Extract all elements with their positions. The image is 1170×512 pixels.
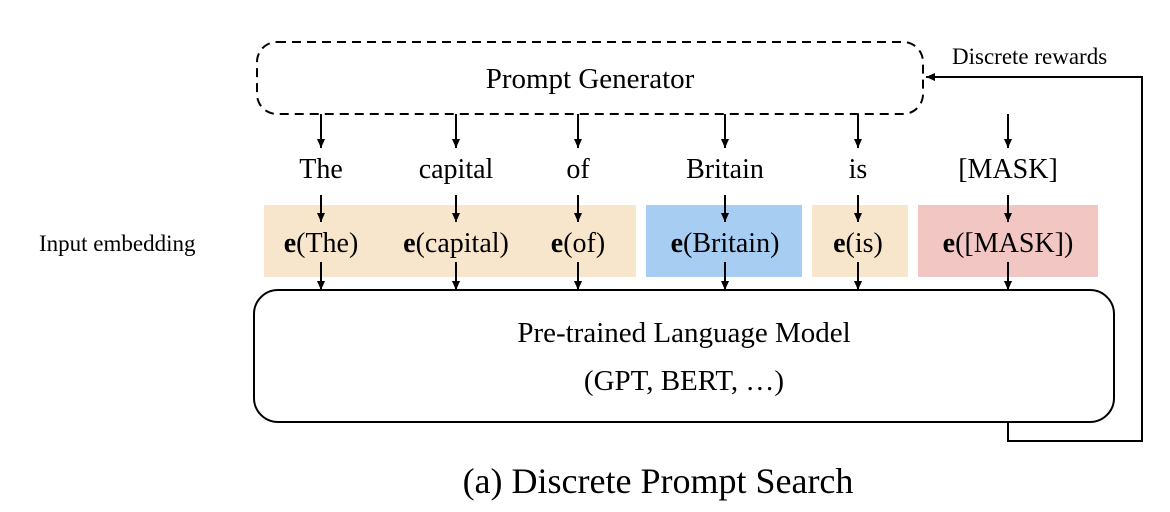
prompt-generator-label: Prompt Generator: [486, 63, 695, 95]
token-embedding: e(capital): [403, 228, 509, 259]
token-embedding: e(is): [833, 228, 883, 259]
language-model-box: [253, 289, 1115, 423]
discrete-rewards-label: Discrete rewards: [952, 44, 1107, 69]
token-word: of: [566, 154, 590, 185]
token-embedding: e([MASK]): [943, 228, 1074, 259]
figure-caption: (a) Discrete Prompt Search: [463, 461, 854, 501]
token-embedding: e(The): [284, 228, 359, 259]
reward-feedback-arrow: [926, 73, 1143, 442]
token-layer: The e(The) capital e(capital) of e(of) Britain…: [264, 114, 1098, 290]
input-embedding-label: Input embedding: [39, 231, 196, 256]
token-word: capital: [419, 154, 494, 185]
token-word: [MASK]: [958, 154, 1058, 185]
language-model-title: Pre-trained Language Model: [517, 317, 850, 349]
token-word: Britain: [686, 154, 764, 185]
token-word: The: [299, 154, 343, 185]
token-word: is: [849, 154, 868, 185]
token-embedding: e(of): [551, 228, 605, 259]
token-embedding: e(Britain): [671, 228, 780, 259]
language-model-examples: (GPT, BERT, …): [584, 365, 784, 397]
